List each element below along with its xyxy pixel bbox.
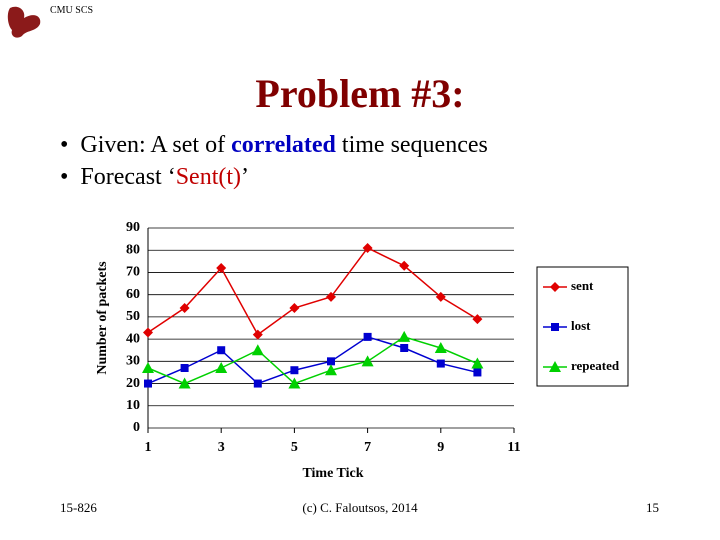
footer-left: 15-826 [60,500,97,515]
x-tick-label: 3 [218,440,225,455]
chart: Time Tick Number of packets 0 10 20 30 40 50 6… [95,220,629,481]
y-tick-label: 10 [126,398,140,413]
x-axis-label: Time Tick [302,466,363,481]
series-line [147,336,478,385]
marker [289,303,300,313]
footer-center: (c) C. Faloutsos, 2014 [302,500,418,515]
marker [435,291,446,302]
marker [471,357,484,369]
bullet-text: Forecast ‘ [80,164,176,190]
marker [361,355,374,367]
y-tick-label: 50 [126,309,140,324]
y-tick-label: 40 [126,331,140,346]
marker [288,377,301,389]
marker [142,362,154,373]
y-tick-label: 20 [126,376,140,391]
marker [362,243,373,253]
marker [399,260,410,271]
y-tick-label: 70 [126,265,140,280]
marker [436,359,445,368]
y-axis-label: Number of packets [95,261,110,375]
x-tick-label: 1 [145,440,152,455]
logo-text: CMU SCS [50,5,94,16]
slide-title: Problem #3: [255,71,465,116]
marker [325,364,337,376]
y-tick-label: 30 [126,354,140,369]
bullet-text: ’ [241,164,250,190]
y-tick-label: 80 [126,242,140,257]
series-line [147,336,478,385]
bullet-emphasis: Sent(t) [175,164,242,190]
marker [327,357,335,366]
marker [179,303,190,313]
bullet-emphasis: correlated [231,132,336,158]
legend-marker [551,323,559,331]
marker [216,263,227,273]
marker [473,368,482,377]
marker [434,342,447,353]
logo-icon [7,6,41,38]
marker [252,329,263,340]
marker [180,364,189,372]
marker [326,291,336,302]
marker [290,366,299,375]
bullet: • Given: A set of correlated time sequen… [60,132,488,158]
bullet: • Forecast ‘Sent(t)’ [60,164,250,190]
x-tick-label: 5 [291,440,298,455]
bullet-text: Given: A set of [80,132,232,158]
y-tick-label: 0 [133,420,140,435]
marker [400,344,409,352]
marker [398,330,411,342]
marker [144,379,152,388]
x-tick-label: 9 [437,440,444,455]
legend-label: sent [571,278,594,293]
y-tick-label: 60 [126,287,140,302]
marker [217,346,226,355]
legend-label: repeated [571,358,620,373]
marker [178,377,191,389]
marker [215,362,228,373]
x-tick-label: 11 [507,440,520,455]
series-line [147,247,478,336]
marker [472,314,483,325]
y-tick-label: 90 [126,220,140,235]
marker [143,327,153,338]
marker [251,344,264,356]
legend-label: lost [571,318,591,333]
x-tick-label: 7 [364,440,371,455]
legend-marker [549,361,561,372]
marker [363,332,372,341]
marker [253,379,262,388]
footer-right: 15 [646,500,659,515]
bullet-text: time sequences [335,132,488,158]
legend-marker [550,282,560,292]
